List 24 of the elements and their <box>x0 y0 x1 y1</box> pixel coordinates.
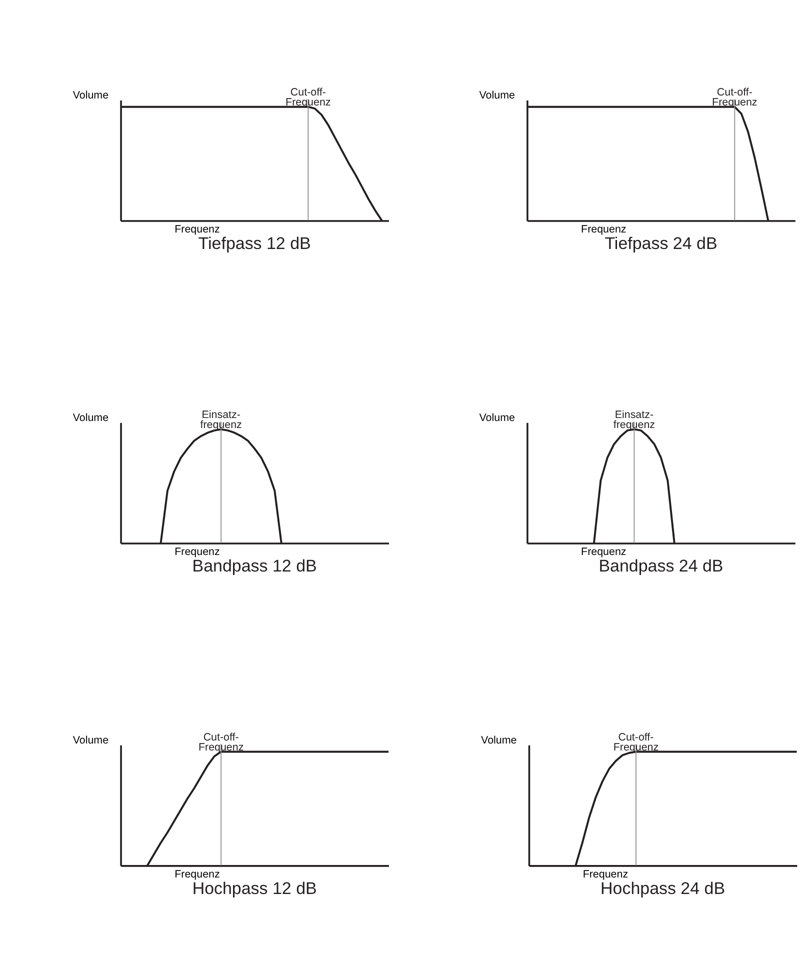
y-axis-title: Volume <box>72 734 109 747</box>
annotation: Einsatz- frequenz <box>200 408 242 431</box>
y-axis-title: Volume <box>481 734 517 747</box>
x-axis-title: Frequenz <box>581 546 626 558</box>
text: Tiefpass 24 dB <box>604 234 718 254</box>
text: Hochpass 24 dB <box>600 879 726 898</box>
annotation: Einsatz- frequenz <box>613 408 656 431</box>
annotation: Cut-off- Frequenz <box>286 86 331 108</box>
y-axis-title: Volume <box>479 412 515 424</box>
x-axis-title: Frequenz <box>174 546 220 558</box>
y-axis-title: Volume <box>72 90 109 102</box>
x-axis-title: Frequenz <box>174 224 220 236</box>
x-axis-title: Frequenz <box>581 224 626 236</box>
text: Hochpass 12 dB <box>192 879 317 898</box>
annotation: Cut-off- Frequenz <box>613 731 659 754</box>
annotation: Cut-off- Frequenz <box>712 86 758 108</box>
text: Bandpass 12 dB <box>192 556 317 576</box>
annotation: Cut-off- Frequenz <box>198 731 244 754</box>
x-axis-title: Frequenz <box>582 868 628 881</box>
y-axis-title: Volume <box>72 412 109 424</box>
y-axis-title: Volume <box>479 90 515 102</box>
text: Bandpass 24 dB <box>598 556 724 576</box>
text: Tiefpass 12 dB <box>198 234 311 254</box>
x-axis-title: Frequenz <box>174 868 220 881</box>
